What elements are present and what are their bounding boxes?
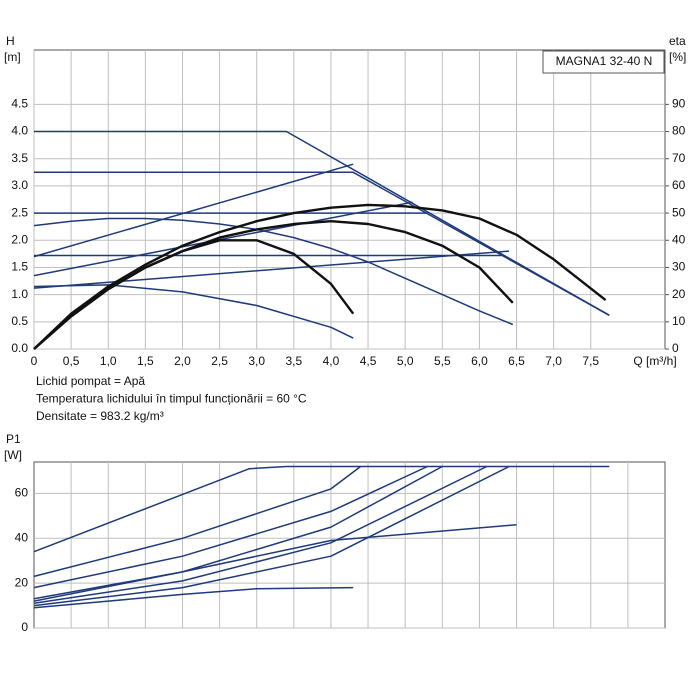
y2-tick-label: 50 — [672, 205, 686, 219]
x-tick-label: 2,0 — [174, 354, 191, 368]
x-axis-label: Q [m³/h] — [633, 354, 676, 368]
curve — [33, 217, 514, 326]
annotation: Densitate = 983.2 kg/m³ — [36, 409, 164, 423]
y-tick-label: 3.5 — [11, 151, 28, 165]
y-tick-label: 60 — [15, 486, 29, 500]
y2-axis-label: eta — [669, 34, 686, 48]
plot-area — [33, 49, 666, 350]
curve — [33, 465, 488, 605]
efficiency-curve — [33, 203, 607, 350]
x-tick-label: 1,5 — [137, 354, 154, 368]
y-axis-label: P1 — [6, 432, 21, 446]
annotation: Lichid pompat = Apă — [36, 374, 145, 388]
curve — [33, 465, 428, 589]
x-tick-label: 3,0 — [248, 354, 265, 368]
x-tick-label: 7,5 — [582, 354, 599, 368]
x-tick-label: 5,5 — [434, 354, 451, 368]
x-tick-label: 7,0 — [545, 354, 562, 368]
x-tick-label: 1,0 — [100, 354, 117, 368]
y-tick-label: 3.0 — [11, 178, 28, 192]
x-tick-label: 6,0 — [471, 354, 488, 368]
y2-tick-label: 0 — [672, 341, 679, 355]
y-tick-label: 2.0 — [11, 232, 28, 246]
y2-tick-label: 20 — [672, 287, 686, 301]
y-axis-unit: [W] — [4, 448, 22, 462]
product-box — [542, 50, 665, 74]
y-tick-label: 4.0 — [11, 124, 28, 138]
x-tick-label: 2,5 — [211, 354, 228, 368]
curve — [33, 163, 354, 258]
y-tick-label: 4.5 — [11, 97, 28, 111]
product-name: MAGNA1 32-40 N — [556, 54, 653, 68]
curve — [33, 524, 517, 602]
curve — [33, 586, 354, 609]
curve — [33, 465, 443, 600]
curve — [33, 465, 610, 553]
y-tick-label: 0.5 — [11, 314, 28, 328]
y-tick-label: 2.5 — [11, 205, 28, 219]
y-tick-label: 1.5 — [11, 260, 28, 274]
y2-axis-unit: [%] — [669, 50, 686, 64]
x-tick-label: 4,0 — [323, 354, 340, 368]
y2-tick-label: 10 — [672, 314, 686, 328]
y2-tick-label: 80 — [672, 124, 686, 138]
y-tick-label: 0.0 — [11, 341, 28, 355]
y2-tick-label: 40 — [672, 232, 686, 246]
efficiency-curve — [33, 239, 355, 350]
x-tick-label: 3,5 — [285, 354, 302, 368]
y-tick-label: 20 — [15, 575, 29, 589]
curve — [33, 465, 362, 578]
y2-tick-label: 90 — [672, 97, 686, 111]
curve — [33, 201, 413, 277]
y-tick-label: 40 — [15, 530, 29, 544]
x-tick-label: 0,5 — [63, 354, 80, 368]
plot-area — [33, 461, 666, 629]
x-tick-label: 0 — [31, 354, 38, 368]
curve — [34, 171, 610, 316]
x-tick-label: 4,5 — [360, 354, 377, 368]
y-tick-label: 1.0 — [11, 287, 28, 301]
y-axis-label: H — [6, 34, 15, 48]
y2-tick-label: 60 — [672, 178, 686, 192]
curve — [33, 465, 510, 607]
y2-tick-label: 30 — [672, 260, 686, 274]
curve — [33, 250, 510, 289]
y-axis-unit: [m] — [4, 50, 21, 64]
y-tick-label: 0 — [21, 620, 28, 634]
curve — [34, 130, 610, 316]
annotation: Temperatura lichidului în timpul funcțio… — [36, 392, 307, 406]
x-tick-label: 6,5 — [508, 354, 525, 368]
y2-tick-label: 70 — [672, 151, 686, 165]
x-tick-label: 5,0 — [397, 354, 414, 368]
curve — [33, 284, 354, 339]
